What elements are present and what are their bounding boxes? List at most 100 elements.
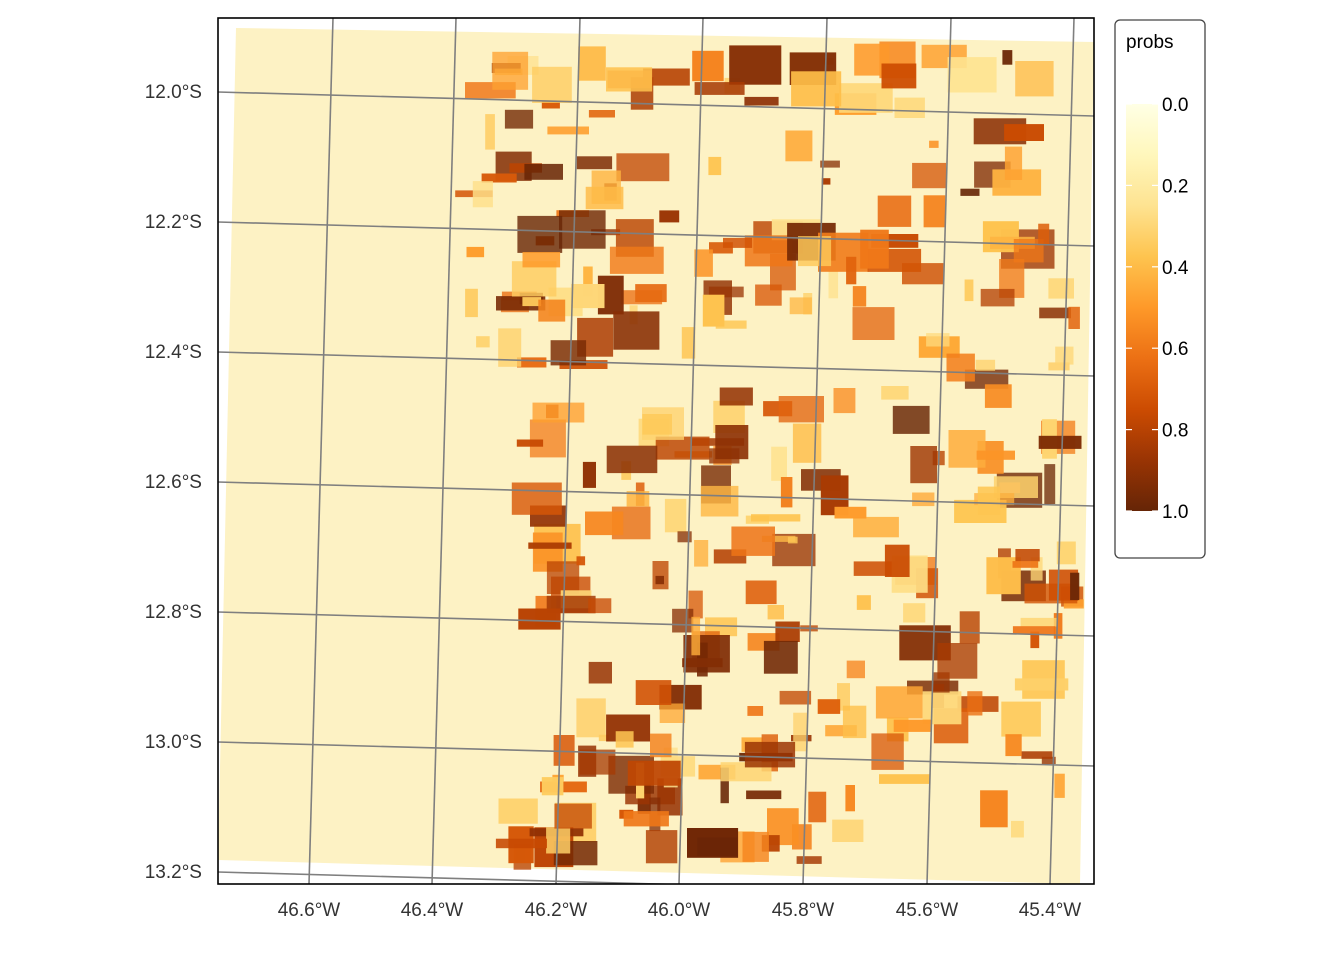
- field-patch: [779, 690, 812, 705]
- field-patch: [960, 188, 980, 196]
- field-patch: [522, 252, 561, 268]
- legend: probs 0.0 0.2 0.4 0.6 0.8 1.0: [1114, 19, 1206, 559]
- field-patch: [1038, 223, 1050, 245]
- field-patch: [643, 68, 690, 86]
- field-patch: [697, 837, 738, 856]
- field-patch: [845, 785, 855, 812]
- field-patch: [495, 838, 547, 849]
- field-patch: [729, 45, 782, 85]
- field-patch: [780, 477, 793, 508]
- field-patch: [659, 703, 686, 723]
- field-patch: [504, 109, 534, 129]
- lat-label: 12.2°S: [145, 212, 202, 233]
- field-patch: [677, 531, 692, 543]
- panel-border: [217, 17, 1095, 885]
- field-patch: [655, 575, 664, 585]
- lat-label: 12.4°S: [145, 342, 202, 363]
- field-patch: [910, 446, 937, 484]
- meridian-line: [802, 18, 828, 884]
- field-patch: [1048, 362, 1070, 371]
- field-patch: [947, 57, 997, 93]
- field-patch: [708, 286, 744, 298]
- field-patch: [771, 446, 787, 481]
- parallel-line: [218, 351, 1094, 377]
- field-patch: [975, 359, 996, 371]
- field-patch: [1014, 678, 1069, 691]
- field-patch: [785, 130, 813, 162]
- lon-label: 45.8°W: [772, 900, 835, 921]
- meridian-line: [926, 18, 952, 884]
- field-patch: [554, 803, 592, 829]
- field-patch: [547, 126, 589, 135]
- legend-tick-label: 0.8: [1162, 421, 1188, 442]
- field-patch: [745, 580, 777, 605]
- field-patch: [1056, 541, 1076, 565]
- field-patch: [588, 598, 612, 614]
- field-patch: [747, 706, 764, 716]
- field-patch: [517, 215, 563, 253]
- meridian-line: [431, 18, 457, 884]
- field-patch: [585, 186, 624, 210]
- field-patch: [946, 353, 975, 382]
- field-patch: [553, 735, 575, 766]
- lon-label: 46.2°W: [525, 900, 588, 921]
- field-patch: [742, 831, 769, 862]
- field-patch: [485, 114, 495, 150]
- field-patch: [980, 288, 1015, 307]
- field-patch: [498, 798, 538, 824]
- field-patch: [1021, 751, 1053, 759]
- field-patch: [1005, 734, 1022, 757]
- longitude-axis: 46.6°W 46.4°W 46.2°W 46.0°W 45.8°W 45.6°…: [278, 900, 1082, 921]
- field-patch: [767, 605, 784, 620]
- field-patch: [613, 311, 660, 350]
- field-patch: [893, 719, 932, 732]
- field-patch: [627, 760, 681, 786]
- field-patch: [1053, 613, 1063, 639]
- field-patch: [959, 611, 980, 644]
- field-patch: [744, 235, 793, 267]
- parallel-line: [218, 611, 1094, 637]
- field-patch: [881, 63, 917, 89]
- field-patch: [787, 536, 798, 544]
- field-patch: [576, 698, 606, 738]
- field-patch: [588, 661, 612, 684]
- field-patch: [881, 386, 909, 400]
- field-patch: [856, 595, 871, 610]
- field-patch: [1004, 124, 1044, 141]
- field-patch: [793, 712, 808, 752]
- field-patch: [642, 414, 672, 435]
- field-patch: [926, 333, 950, 347]
- legend-tick-label: 0.6: [1162, 339, 1188, 360]
- field-patch: [682, 658, 723, 668]
- field-patch: [977, 486, 1001, 515]
- lat-label: 12.8°S: [145, 602, 202, 623]
- field-patch: [877, 195, 912, 227]
- field-patch: [546, 561, 580, 594]
- high-probability-fields: [455, 41, 1084, 870]
- field-patch: [746, 790, 782, 800]
- field-patch: [817, 699, 841, 714]
- parallel-line: [218, 871, 686, 884]
- field-patch: [1070, 572, 1080, 601]
- field-patch: [492, 51, 529, 90]
- field-patch: [871, 733, 904, 770]
- field-patch: [834, 506, 867, 519]
- field-patch: [1054, 773, 1065, 798]
- field-patch: [659, 210, 680, 223]
- field-patch: [1063, 599, 1084, 609]
- field-patch: [1041, 756, 1056, 764]
- field-patch: [672, 608, 694, 633]
- field-patch: [1015, 549, 1040, 562]
- field-patch: [1012, 561, 1039, 568]
- field-patch: [541, 777, 564, 796]
- field-patch: [929, 140, 939, 148]
- field-patch: [691, 616, 701, 656]
- field-patch: [694, 82, 745, 95]
- lon-label: 46.4°W: [401, 900, 464, 921]
- field-patch: [538, 299, 566, 322]
- field-patch: [923, 195, 946, 228]
- field-patch: [700, 485, 739, 517]
- field-patch: [635, 284, 667, 303]
- field-patch: [937, 643, 978, 679]
- field-patch: [744, 96, 779, 106]
